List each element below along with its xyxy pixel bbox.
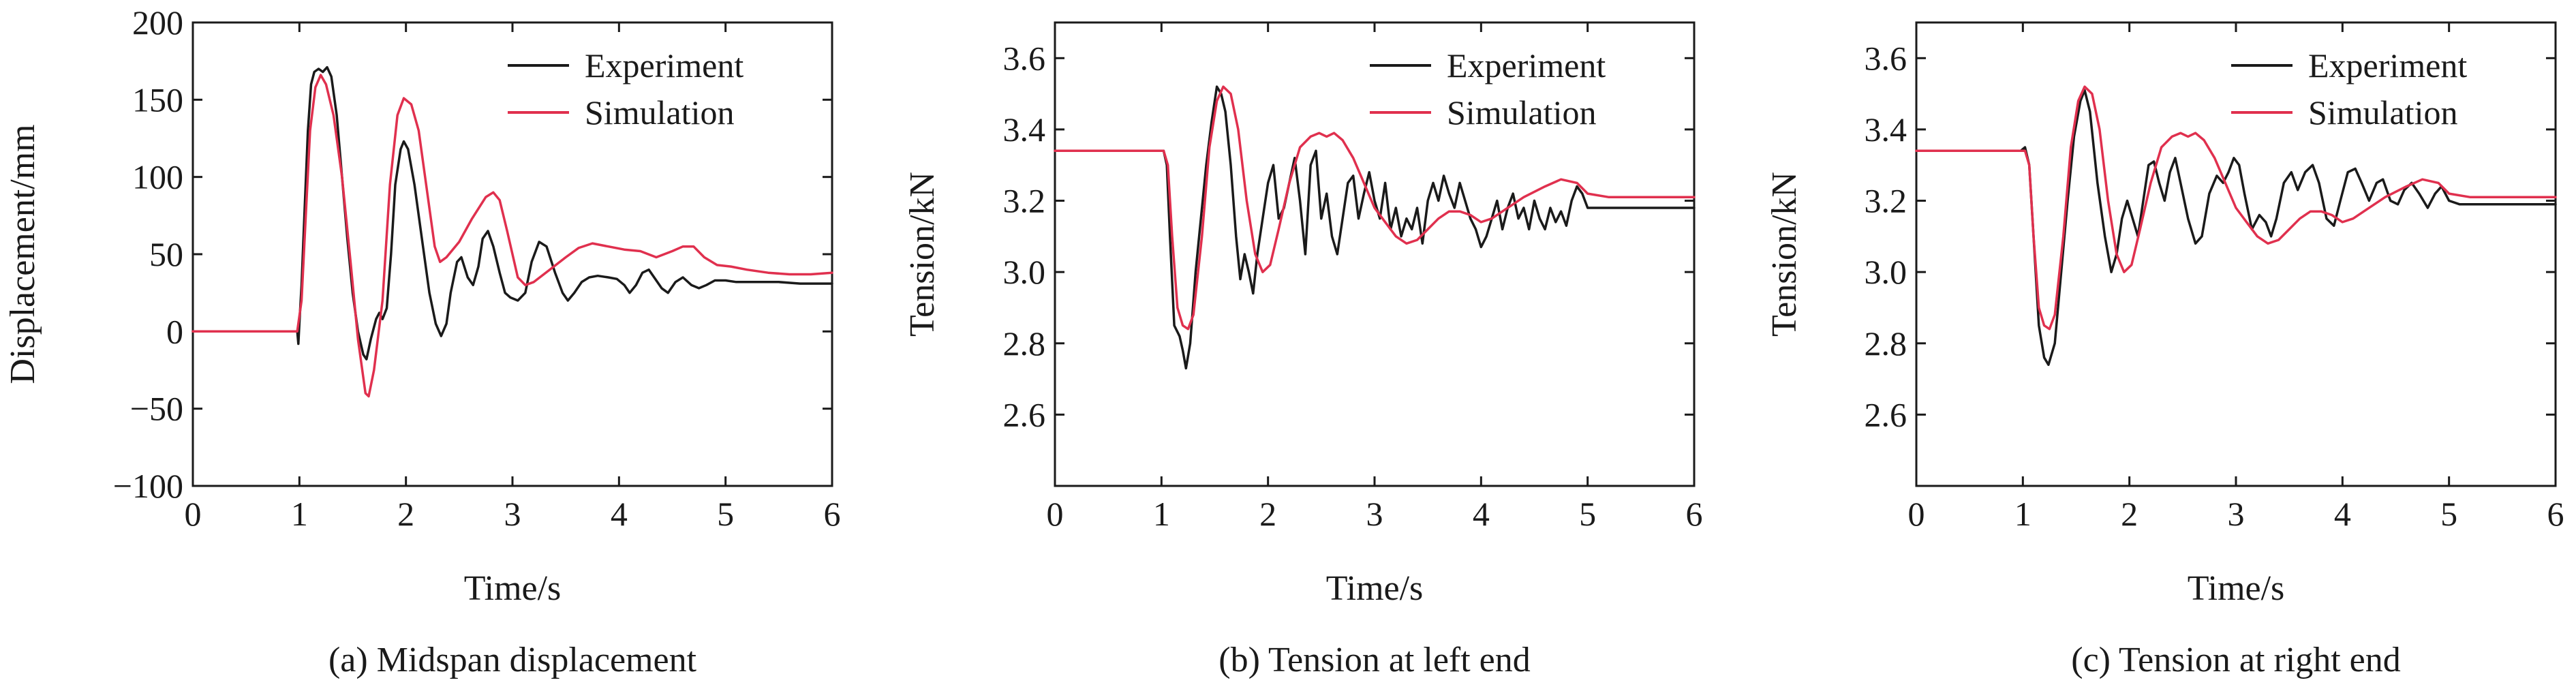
legend-label-experiment: Experiment: [585, 46, 743, 85]
y-tick-label: 3.2: [1003, 182, 1046, 220]
x-tick-label: 6: [824, 495, 841, 533]
panel-caption: (b) Tension at left end: [1218, 641, 1531, 679]
legend-label-simulation: Simulation: [585, 93, 734, 132]
y-tick-label: 2.6: [1003, 395, 1046, 433]
x-tick-label: 3: [2228, 495, 2245, 533]
panel-caption: (c) Tension at right end: [2071, 641, 2401, 679]
y-tick-label: 200: [132, 3, 183, 42]
series-line-experiment: [1054, 85, 1696, 370]
y-tick-label: 3.2: [1865, 182, 1907, 220]
y-tick-labels: −100 −50 0 50 100 150 200: [113, 3, 183, 505]
panel-b: 2.6 2.8 3.0 3.2 3.4 3.6 0 1 2 3 4 5 6 Experiment Si…: [903, 21, 1703, 679]
panel-a: −100 −50 0 50 100 150 200 0 1 2 3 4 5 6 Experiment S…: [3, 3, 841, 679]
legend: Experiment Simulation: [2231, 46, 2467, 132]
series-line-experiment: [1915, 89, 2557, 366]
tick-marks: [191, 21, 833, 487]
y-tick-label: 3.0: [1865, 253, 1907, 291]
tick-marks: [1054, 22, 1696, 486]
x-tick-label: 1: [2014, 495, 2031, 533]
x-axis-label: Time/s: [1326, 569, 1424, 608]
panel-caption: (a) Midspan displacement: [328, 641, 697, 679]
plot-frame: [1054, 21, 1696, 487]
x-tick-labels: 0 1 2 3 4 5 6: [185, 495, 841, 533]
x-axis-label: Time/s: [2188, 569, 2285, 608]
x-axis-label: Time/s: [464, 569, 562, 608]
y-axis-label: Tension/kN: [1765, 172, 1804, 337]
x-tick-label: 5: [2440, 495, 2457, 533]
x-tick-label: 4: [2334, 495, 2351, 533]
legend-label-simulation: Simulation: [1447, 93, 1596, 132]
x-tick-label: 3: [504, 495, 521, 533]
y-tick-label: 2.6: [1865, 395, 1907, 433]
y-tick-label: 2.8: [1003, 324, 1046, 363]
x-tick-labels: 0 1 2 3 4 5 6: [1908, 495, 2564, 533]
y-tick-label: 3.4: [1003, 110, 1046, 149]
x-tick-label: 1: [291, 495, 308, 533]
legend-label-experiment: Experiment: [2308, 46, 2467, 85]
x-tick-label: 4: [611, 495, 628, 533]
x-tick-label: 6: [1686, 495, 1703, 533]
y-tick-label: 3.0: [1003, 253, 1046, 291]
x-tick-label: 5: [1579, 495, 1596, 533]
x-tick-label: 3: [1366, 495, 1383, 533]
x-tick-label: 2: [397, 495, 414, 533]
y-tick-label: 3.6: [1003, 39, 1046, 77]
y-axis-label: Displacement/mm: [3, 124, 42, 384]
x-tick-label: 2: [1259, 495, 1276, 533]
legend-label-experiment: Experiment: [1447, 46, 1606, 85]
y-tick-label: −100: [113, 467, 183, 505]
x-tick-labels: 0 1 2 3 4 5 6: [1047, 495, 1703, 533]
x-tick-label: 1: [1153, 495, 1170, 533]
x-tick-label: 0: [185, 495, 202, 533]
series-line-experiment: [191, 65, 833, 361]
y-tick-label: 100: [132, 158, 183, 196]
x-tick-label: 4: [1473, 495, 1490, 533]
y-tick-label: 3.4: [1865, 110, 1907, 149]
y-tick-label: 3.6: [1865, 39, 1907, 77]
y-tick-label: 2.8: [1865, 324, 1907, 363]
panel-c: 2.6 2.8 3.0 3.2 3.4 3.6 0 1 2 3 4 5 6 Experiment Si…: [1765, 21, 2564, 679]
x-tick-label: 5: [717, 495, 734, 533]
legend: Experiment Simulation: [1370, 46, 1606, 132]
series-line-simulation: [1915, 85, 2557, 331]
plot-frame: [1915, 21, 2557, 487]
series-line-simulation: [1054, 85, 1696, 331]
legend: Experiment Simulation: [508, 46, 743, 132]
x-tick-label: 0: [1908, 495, 1925, 533]
y-tick-label: −50: [130, 390, 183, 428]
series-lines: [191, 65, 833, 398]
series-line-simulation: [191, 74, 833, 398]
x-tick-label: 0: [1047, 495, 1064, 533]
tick-marks: [1915, 22, 2557, 486]
y-tick-label: 50: [149, 235, 183, 273]
series-lines: [1915, 85, 2557, 366]
y-tick-label: 150: [132, 80, 183, 119]
y-axis-label: Tension/kN: [903, 172, 942, 337]
series-lines: [1054, 85, 1696, 370]
legend-label-simulation: Simulation: [2308, 93, 2457, 132]
x-tick-label: 2: [2121, 495, 2138, 533]
y-tick-labels: 2.6 2.8 3.0 3.2 3.4 3.6: [1003, 39, 1046, 433]
x-tick-label: 6: [2547, 495, 2564, 533]
y-tick-labels: 2.6 2.8 3.0 3.2 3.4 3.6: [1865, 39, 1907, 433]
y-tick-label: 0: [166, 312, 183, 350]
